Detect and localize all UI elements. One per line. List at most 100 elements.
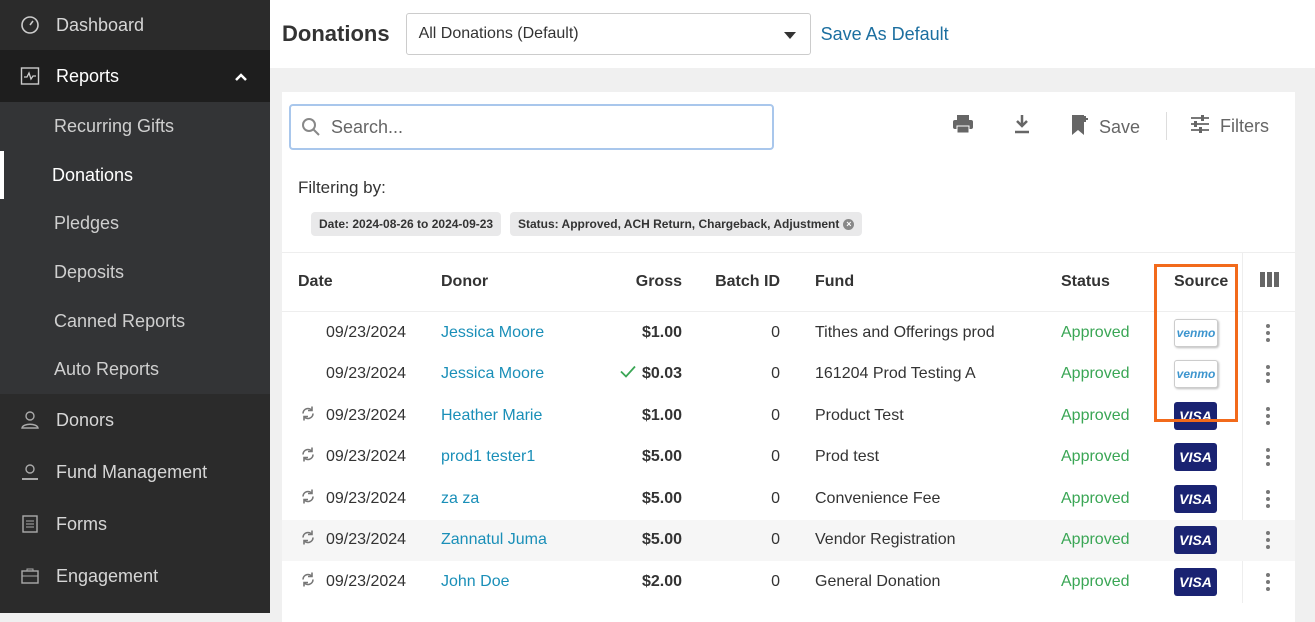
filter-chip-status[interactable]: Status: Approved, ACH Return, Chargeback… — [510, 212, 863, 236]
actions-column — [1242, 252, 1295, 603]
engagement-icon — [20, 566, 40, 586]
donor-link[interactable]: Jessica Moore — [441, 365, 545, 383]
donor-link[interactable]: Zannatul Juma — [441, 531, 547, 549]
search-icon — [301, 117, 321, 142]
sidebar-item-donations[interactable]: Donations — [0, 150, 270, 200]
col-source[interactable]: Source — [1174, 273, 1229, 290]
search-input[interactable]: Search... — [289, 104, 774, 150]
donor-link[interactable]: Jessica Moore — [441, 323, 545, 341]
donor-link[interactable]: Heather Marie — [441, 406, 543, 424]
cell-batch-id: 0 — [771, 489, 780, 507]
visa-source-icon: VISA — [1174, 401, 1217, 430]
sidebar-item-recurring-gifts[interactable]: Recurring Gifts — [54, 115, 175, 136]
sidebar-item-forms[interactable]: Forms — [0, 498, 270, 550]
col-status[interactable]: Status — [1061, 273, 1110, 290]
reports-submenu: Recurring Gifts Donations Pledges Deposi… — [0, 102, 270, 395]
cell-date: 09/23/2024 — [326, 365, 407, 383]
row-menu-icon[interactable] — [1266, 448, 1270, 467]
filters-button[interactable]: Filters — [1190, 114, 1269, 139]
visa-source-icon: VISA — [1174, 484, 1217, 513]
cell-date: 09/23/2024 — [326, 406, 407, 424]
cell-batch-id: 0 — [771, 365, 780, 383]
venmo-source-icon: venmo — [1174, 360, 1218, 389]
save-button[interactable]: Save — [1071, 114, 1140, 141]
sidebar-item-donors[interactable]: Donors — [0, 394, 270, 446]
table-row[interactable]: 09/23/2024 Jessica Moore $1.00 0 Tithes and … — [282, 312, 1295, 354]
user-icon — [20, 410, 40, 430]
sidebar: Dashboard Reports Recurring Gifts Donati… — [0, 0, 270, 613]
print-button[interactable] — [952, 114, 974, 139]
visa-source-icon: VISA — [1174, 443, 1217, 472]
remove-filter-icon[interactable]: × — [843, 218, 855, 230]
fund-icon — [20, 462, 40, 482]
cell-date: 09/23/2024 — [326, 323, 407, 341]
row-menu-icon[interactable] — [1266, 406, 1270, 425]
cell-gross: $5.00 — [641, 448, 682, 466]
sidebar-item-engagement[interactable]: Engagement — [0, 550, 270, 602]
status-badge: Approved — [1061, 323, 1130, 341]
recurring-icon — [300, 571, 316, 592]
view-select[interactable]: All Donations (Default) — [405, 13, 811, 55]
table-row[interactable]: 09/23/2024 prod1 tester1 $5.00 0 Prod test Ap… — [282, 437, 1295, 479]
table-row[interactable]: 09/23/2024 za za $5.00 0 Convenience Fee Appr… — [282, 478, 1295, 520]
download-button[interactable] — [1013, 114, 1031, 139]
cell-date: 09/23/2024 — [326, 531, 407, 549]
reports-chart-icon — [20, 66, 40, 86]
table-header: Date Donor Gross Batch ID Fund Status So… — [282, 252, 1295, 312]
donor-link[interactable]: za za — [441, 489, 480, 507]
cell-fund: General Donation — [815, 572, 941, 590]
toolbar-divider — [1166, 112, 1167, 140]
row-menu-icon[interactable] — [1266, 323, 1270, 342]
cell-gross: $1.00 — [641, 406, 682, 424]
status-badge: Approved — [1061, 448, 1130, 466]
sidebar-item-label: Fund Management — [56, 461, 208, 482]
sidebar-item-dashboard[interactable]: Dashboard — [0, 0, 270, 50]
visa-source-icon: VISA — [1174, 526, 1217, 555]
col-gross[interactable]: Gross — [635, 273, 682, 290]
cell-batch-id: 0 — [771, 531, 780, 549]
donor-link[interactable]: John Doe — [441, 572, 510, 590]
caret-down-icon — [783, 32, 796, 39]
cell-fund: Vendor Registration — [815, 531, 956, 549]
table-row[interactable]: 09/23/2024 Heather Marie $1.00 0 Product Tes… — [282, 395, 1295, 437]
cell-gross: $5.00 — [641, 489, 682, 507]
table-row[interactable]: 09/23/2024 John Doe $2.00 0 General Donation… — [282, 561, 1295, 603]
sidebar-item-pledges[interactable]: Pledges — [54, 213, 120, 234]
recurring-icon — [300, 447, 316, 468]
row-menu-icon[interactable] — [1266, 531, 1270, 550]
save-as-default-link[interactable]: Save As Default — [820, 23, 949, 44]
table-row[interactable]: 09/23/2024 Zannatul Juma $5.00 0 Vendor Regi… — [282, 519, 1295, 561]
donations-table: Date Donor Gross Batch ID Fund Status So… — [282, 252, 1295, 603]
chevron-up-icon[interactable] — [234, 66, 248, 87]
sliders-icon — [1190, 114, 1210, 139]
col-batch-id[interactable]: Batch ID — [715, 273, 780, 290]
cell-fund: 161204 Prod Testing A — [815, 365, 976, 383]
col-date[interactable]: Date — [298, 273, 333, 290]
cell-gross: $5.00 — [641, 531, 682, 549]
cell-batch-id: 0 — [771, 406, 780, 424]
save-label: Save — [1099, 117, 1141, 137]
sidebar-item-deposits[interactable]: Deposits — [54, 261, 125, 282]
col-fund[interactable]: Fund — [815, 273, 855, 290]
columns-icon[interactable] — [1260, 272, 1279, 292]
row-menu-icon[interactable] — [1266, 572, 1270, 591]
row-menu-icon[interactable] — [1266, 489, 1270, 508]
sidebar-item-auto-reports[interactable]: Auto Reports — [54, 359, 160, 380]
sidebar-item-reports[interactable]: Reports — [0, 50, 270, 102]
recurring-icon — [300, 488, 316, 509]
report-card: Search... Save Filters Filtering by: Dat… — [282, 92, 1295, 622]
search-placeholder: Search... — [331, 116, 404, 137]
sidebar-item-fund-management[interactable]: Fund Management — [0, 446, 270, 498]
filtering-label: Filtering by: — [298, 178, 386, 197]
cell-batch-id: 0 — [771, 572, 780, 590]
sidebar-item-canned-reports[interactable]: Canned Reports — [54, 310, 186, 331]
cell-date: 09/23/2024 — [326, 572, 407, 590]
row-menu-icon[interactable] — [1266, 365, 1270, 384]
recurring-icon — [300, 530, 316, 551]
filter-chip-date[interactable]: Date: 2024-08-26 to 2024-09-23 — [311, 212, 502, 236]
col-donor[interactable]: Donor — [441, 273, 489, 290]
donor-link[interactable]: prod1 tester1 — [441, 448, 536, 466]
table-row[interactable]: 09/23/2024 Jessica Moore $0.03 0 161204 Prod… — [282, 354, 1295, 396]
status-badge: Approved — [1061, 489, 1130, 507]
status-badge: Approved — [1061, 531, 1130, 549]
